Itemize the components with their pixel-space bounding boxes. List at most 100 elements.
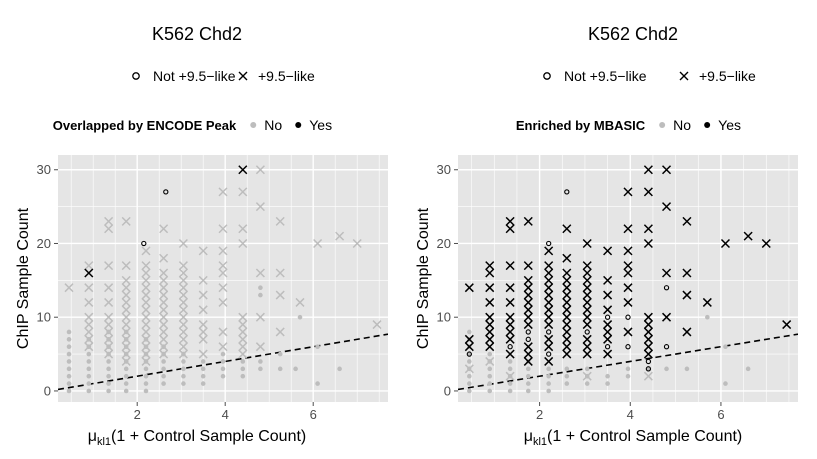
point-circle bbox=[220, 373, 226, 379]
point-cross bbox=[562, 253, 572, 263]
color-legend-title: Enriched by MBASIC bbox=[516, 118, 646, 133]
point-cross bbox=[464, 364, 474, 374]
point-circle bbox=[161, 366, 166, 372]
x-axis-label: μkl1(1 + Control Sample Count) bbox=[524, 428, 742, 448]
point-cross bbox=[562, 297, 572, 307]
point-cross bbox=[238, 320, 248, 330]
point-cross bbox=[218, 261, 228, 271]
point-cross bbox=[562, 268, 572, 278]
point-cross bbox=[562, 327, 572, 337]
point-cross bbox=[562, 290, 572, 300]
point-cross bbox=[582, 342, 592, 352]
data-points bbox=[464, 165, 792, 394]
point-circle bbox=[466, 351, 472, 357]
point-cross bbox=[141, 349, 151, 359]
point-cross bbox=[582, 268, 592, 278]
point-circle bbox=[161, 359, 166, 364]
point-cross bbox=[121, 334, 131, 344]
point-circle bbox=[66, 388, 72, 394]
point-cross bbox=[643, 342, 653, 352]
point-circle bbox=[258, 359, 263, 364]
x-tick-label: 6 bbox=[717, 407, 724, 422]
point-circle bbox=[487, 366, 493, 372]
point-circle bbox=[525, 388, 531, 394]
point-cross bbox=[121, 261, 131, 271]
point-cross bbox=[485, 327, 495, 337]
axes: 2 4 6 0 10 20 30 bbox=[437, 162, 725, 422]
point-cross bbox=[643, 349, 653, 359]
point-circle bbox=[161, 381, 166, 386]
point-cross bbox=[523, 283, 533, 293]
point-cross bbox=[523, 290, 533, 300]
point-circle bbox=[604, 314, 611, 320]
point-cross bbox=[141, 356, 151, 366]
point-circle bbox=[584, 329, 590, 335]
point-cross bbox=[623, 224, 633, 234]
point-cross bbox=[485, 283, 495, 293]
point-circle bbox=[123, 381, 129, 386]
point-cross bbox=[84, 342, 94, 352]
point-cross bbox=[159, 290, 169, 300]
point-cross bbox=[544, 305, 554, 315]
point-cross bbox=[275, 290, 285, 300]
grid bbox=[58, 155, 388, 402]
point-cross bbox=[104, 283, 114, 293]
point-cross bbox=[523, 297, 533, 307]
x-label-sub: kl1 bbox=[533, 436, 547, 448]
point-cross bbox=[562, 305, 572, 315]
point-cross bbox=[352, 238, 362, 249]
point-cross bbox=[485, 297, 495, 307]
point-cross bbox=[159, 320, 169, 330]
point-circle bbox=[546, 240, 552, 247]
point-cross bbox=[464, 334, 474, 344]
color-legend: Enriched by MBASIC No Yes bbox=[516, 117, 741, 133]
legend-label-like: +9.5−like bbox=[699, 68, 756, 84]
point-cross bbox=[544, 297, 554, 307]
point-circle bbox=[163, 189, 169, 195]
point-cross bbox=[643, 312, 653, 322]
point-cross bbox=[544, 334, 554, 344]
point-circle bbox=[564, 373, 570, 379]
point-circle bbox=[143, 373, 149, 379]
point-cross bbox=[523, 342, 533, 352]
point-circle bbox=[240, 366, 246, 372]
point-cross bbox=[141, 283, 151, 293]
point-cross bbox=[544, 275, 554, 285]
point-cross bbox=[178, 261, 188, 271]
point-cross bbox=[562, 275, 572, 285]
point-cross bbox=[562, 349, 572, 359]
point-cross bbox=[562, 312, 572, 322]
point-cross bbox=[178, 320, 188, 330]
point-cross bbox=[238, 187, 248, 197]
point-circle bbox=[525, 329, 531, 335]
point-cross bbox=[682, 216, 692, 226]
point-cross bbox=[104, 216, 114, 226]
point-circle bbox=[625, 344, 631, 350]
point-cross bbox=[623, 187, 633, 197]
point-cross bbox=[178, 275, 188, 285]
point-cross bbox=[159, 342, 169, 352]
point-cross bbox=[238, 312, 248, 322]
point-cross bbox=[582, 371, 592, 381]
point-cross bbox=[104, 312, 114, 322]
x-tick-label: 4 bbox=[222, 407, 229, 422]
point-cross bbox=[562, 320, 572, 330]
point-circle bbox=[467, 359, 472, 364]
point-circle bbox=[525, 381, 531, 386]
point-cross bbox=[505, 312, 515, 322]
point-cross bbox=[582, 320, 592, 330]
point-cross bbox=[544, 290, 554, 300]
point-circle bbox=[66, 381, 72, 386]
point-cross bbox=[623, 246, 633, 256]
point-cross bbox=[198, 275, 208, 285]
y-tick-label: 30 bbox=[37, 162, 51, 177]
point-cross bbox=[623, 268, 633, 278]
point-cross bbox=[238, 224, 248, 234]
point-cross bbox=[662, 312, 672, 322]
point-cross bbox=[643, 238, 653, 249]
point-circle bbox=[705, 314, 710, 320]
legend-key-no bbox=[250, 122, 257, 128]
point-cross bbox=[275, 216, 285, 226]
